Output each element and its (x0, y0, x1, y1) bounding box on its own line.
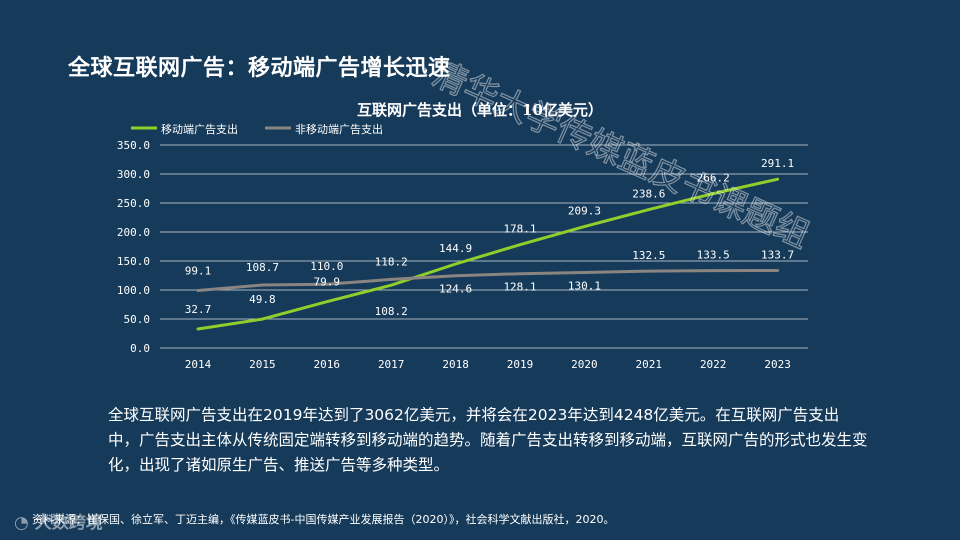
chart-axes: 0.0 50.0 100.0 150.0 200.0 250.0 300.0 350.0 201… (117, 139, 791, 371)
line-chart: 移动端广告支出 非移动端广告支出 32.7 49.8 79.9 108.2 144.9 1… (117, 53, 816, 371)
chart-title: 互联网广告支出（单位：10亿美元） (357, 101, 603, 119)
data-label-nonmobile-2014: 99.1 (185, 265, 212, 278)
chart-legend: 移动端广告支出 非移动端广告支出 (131, 122, 383, 136)
x-tick-label-5: 2019 (507, 358, 534, 371)
legend-label-mobile: 移动端广告支出 (161, 122, 238, 136)
source-citation: 资料来源：崔保国、徐立军、丁迈主编，《传媒蓝皮书-中国传媒产业发展报告（2020… (32, 513, 615, 526)
y-tick-label-5: 250.0 (117, 197, 150, 210)
y-tick-label-1: 50.0 (124, 313, 151, 326)
x-tick-label-0: 2014 (185, 358, 212, 371)
chart-data-labels: 32.7 49.8 79.9 108.2 144.9 178.1 209.3 238.6 266… (185, 157, 794, 318)
logo-text: 大数跨境 (34, 513, 103, 533)
y-tick-label-4: 200.0 (117, 226, 150, 239)
data-label-nonmobile-2021: 132.5 (632, 249, 665, 262)
x-tick-label-1: 2015 (249, 358, 276, 371)
x-tick-label-3: 2017 (378, 358, 405, 371)
data-label-nonmobile-2015: 108.7 (246, 261, 279, 274)
x-tick-label-6: 2020 (571, 358, 598, 371)
slide-title: 全球互联网广告：移动端广告增长迅速 (68, 56, 451, 81)
data-label-mobile-2018: 144.9 (439, 242, 472, 255)
x-tick-label-8: 2022 (700, 358, 727, 371)
data-label-mobile-2022: 266.2 (697, 172, 730, 185)
data-label-mobile-2023: 291.1 (761, 157, 794, 170)
chart-series (196, 177, 780, 331)
y-tick-label-2: 100.0 (117, 284, 150, 297)
data-label-mobile-2016: 79.9 (314, 276, 341, 289)
series-line-nonmobile (196, 269, 780, 292)
data-label-nonmobile-2022: 133.5 (697, 249, 730, 262)
data-label-mobile-2021: 238.6 (632, 188, 665, 201)
data-label-mobile-2019: 178.1 (503, 223, 536, 236)
x-tick-label-2: 2016 (314, 358, 341, 371)
legend-label-nonmobile: 非移动端广告支出 (295, 122, 383, 136)
series-line-mobile (196, 177, 780, 331)
y-tick-label-6: 300.0 (117, 168, 150, 181)
data-label-mobile-2020: 209.3 (568, 205, 601, 218)
data-label-nonmobile-2019: 128.1 (503, 281, 536, 294)
watermark-text: 清华大学传媒蓝皮书课题组 (426, 54, 815, 256)
data-label-mobile-2015: 49.8 (249, 293, 276, 306)
data-label-mobile-2017: 108.2 (375, 305, 408, 318)
data-label-nonmobile-2018: 124.6 (439, 283, 472, 296)
data-label-nonmobile-2023: 133.7 (761, 248, 794, 261)
brand-logo-watermark: ◔ 大数跨境 (14, 508, 134, 533)
x-tick-label-9: 2023 (764, 358, 791, 371)
y-tick-label-0: 0.0 (130, 342, 150, 355)
chart-grid (160, 144, 808, 349)
x-tick-label-7: 2021 (636, 358, 663, 371)
y-tick-label-3: 150.0 (117, 255, 150, 268)
data-label-nonmobile-2020: 130.1 (568, 280, 601, 293)
data-label-nonmobile-2016: 110.0 (310, 260, 343, 273)
logo-icon: ◔ (14, 513, 29, 533)
data-label-mobile-2014: 32.7 (185, 303, 212, 316)
y-tick-label-7: 350.0 (117, 139, 150, 152)
body-paragraph: 全球互联网广告支出在2019年达到了3062亿美元，并将会在2023年达到424… (108, 406, 868, 474)
x-tick-label-4: 2018 (442, 358, 469, 371)
data-label-nonmobile-2017: 118.2 (375, 255, 408, 268)
